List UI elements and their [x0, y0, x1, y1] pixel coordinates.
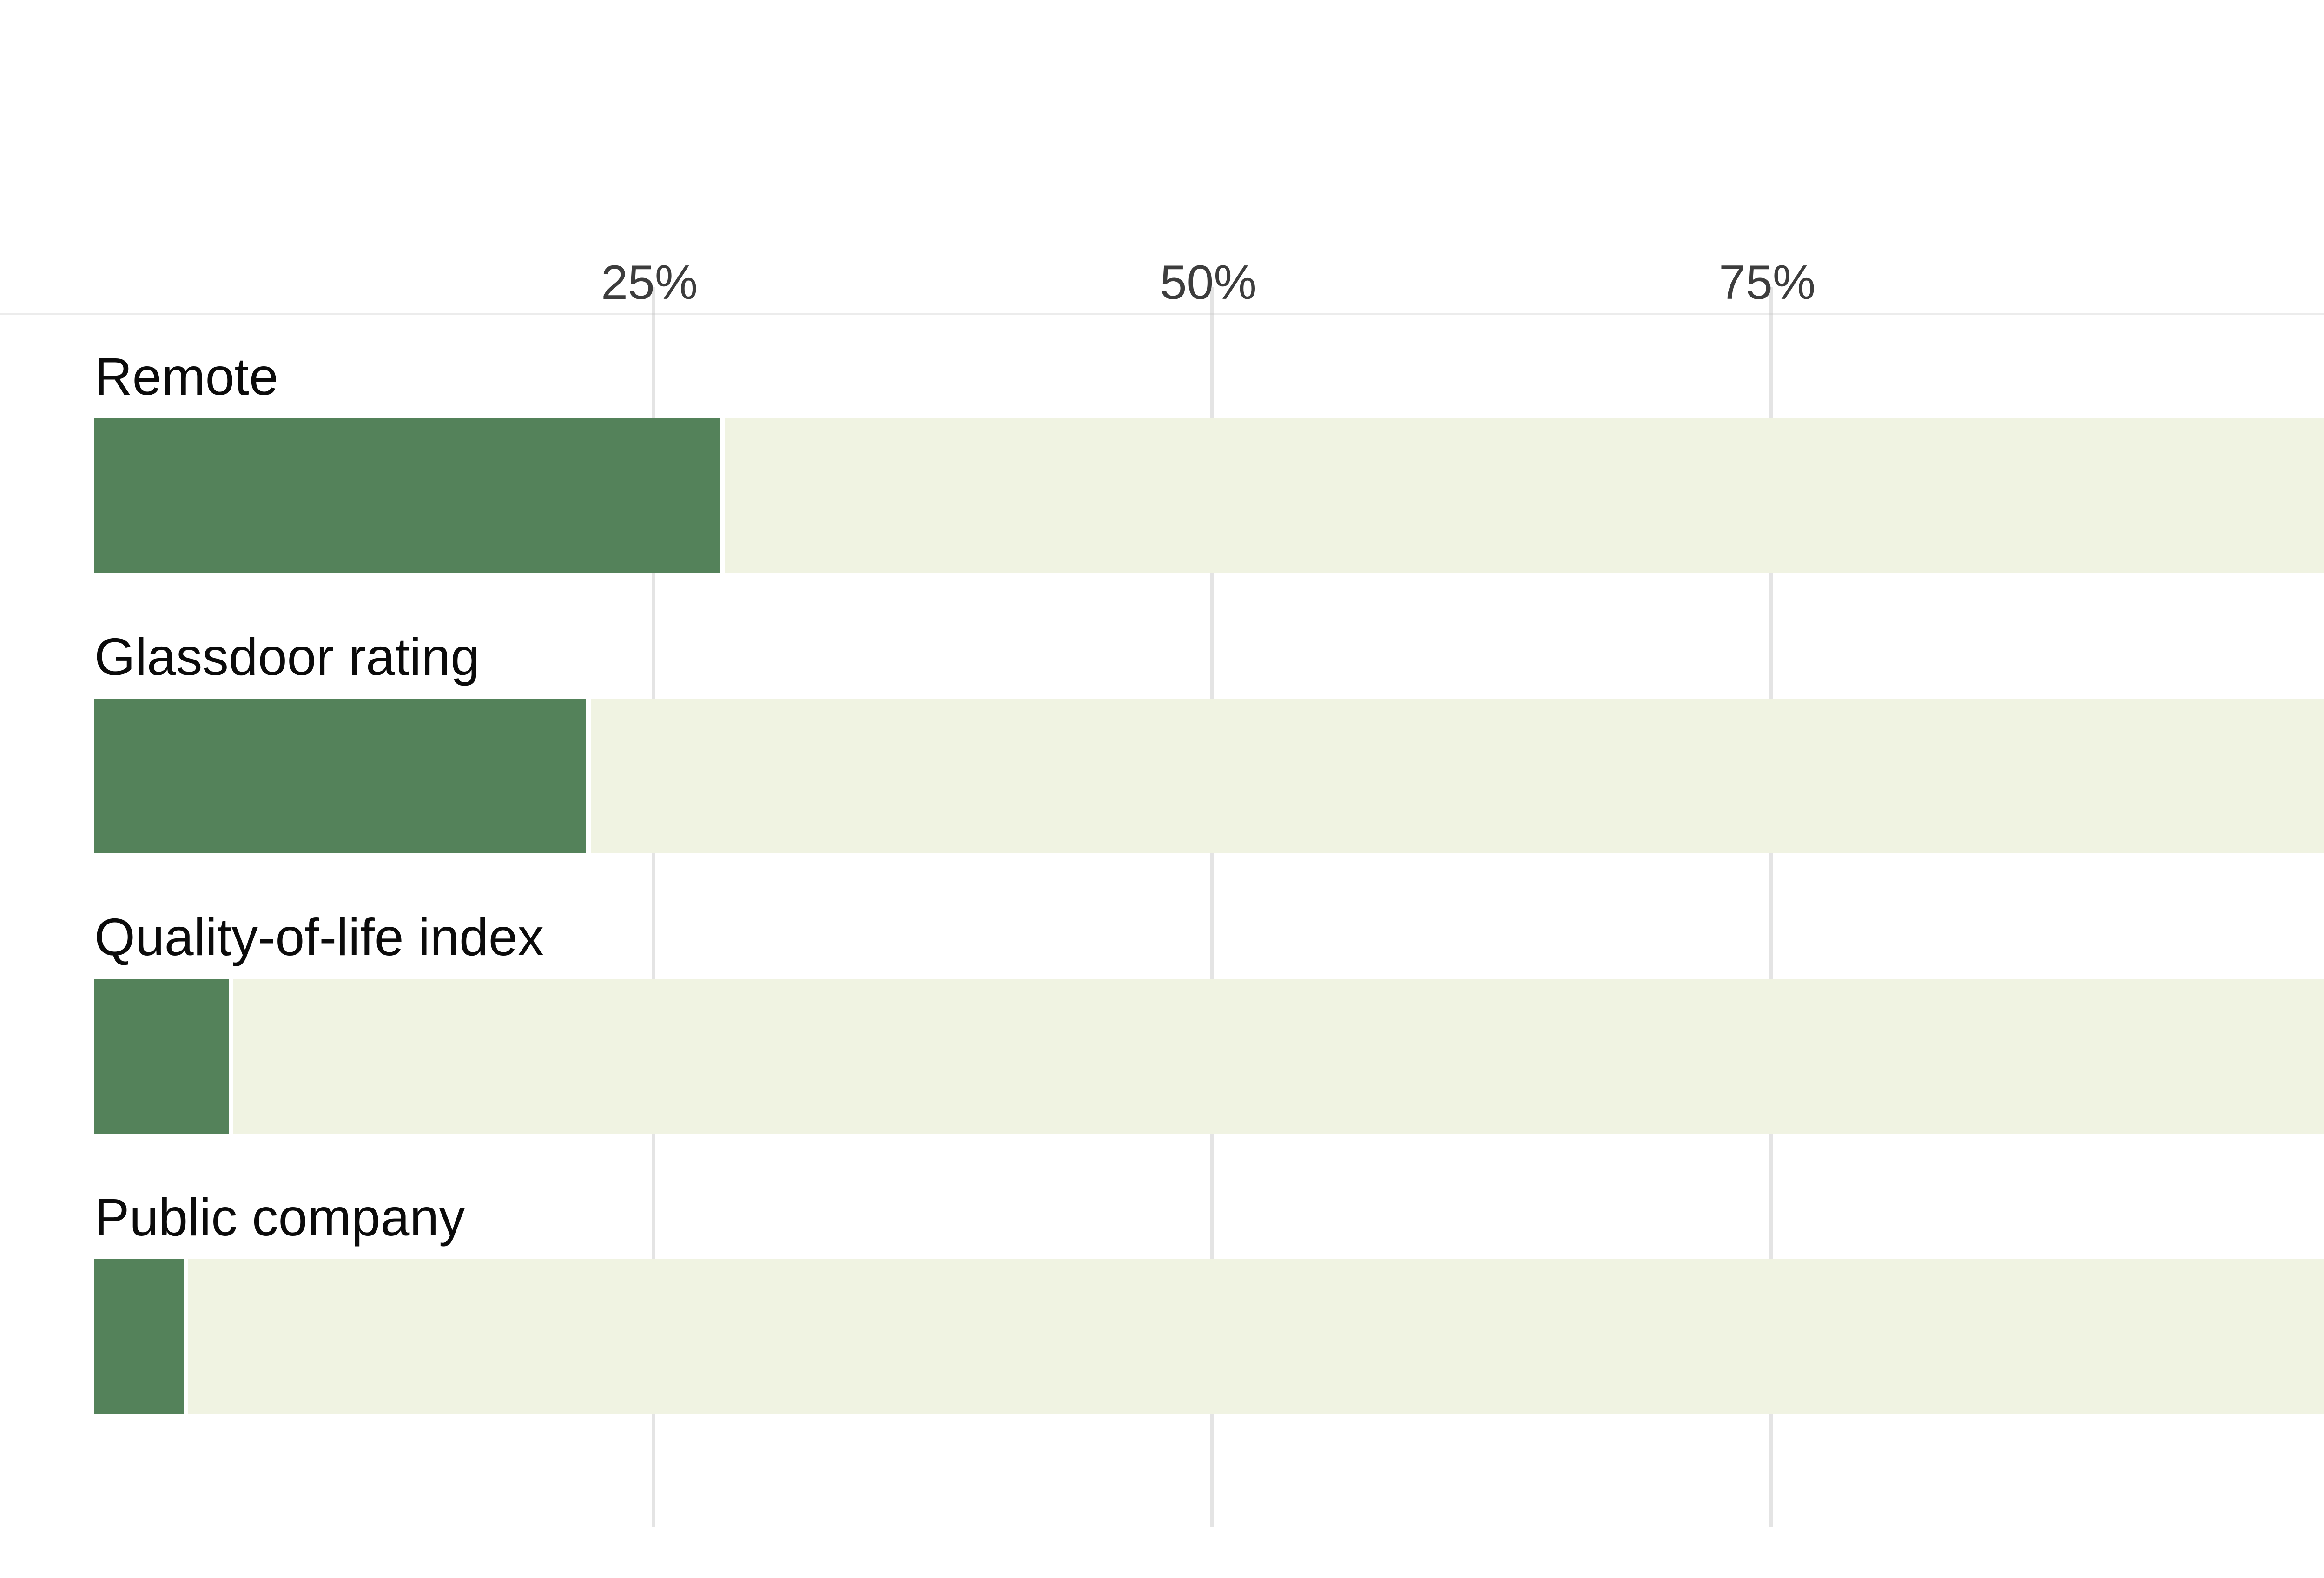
bar-track — [94, 979, 2324, 1134]
category-label: Remote — [94, 347, 278, 406]
gridline-50 — [1210, 287, 1214, 1527]
x-axis-line — [0, 313, 2324, 315]
bar-track — [94, 418, 2324, 573]
bar-fill — [94, 699, 591, 853]
category-label: Glassdoor rating — [94, 627, 480, 686]
category-label: Quality-of-life index — [94, 908, 544, 966]
bar-fill — [94, 979, 233, 1134]
x-tick-label-75: 75% — [1719, 256, 1816, 310]
bar-track — [94, 1259, 2324, 1414]
bar-fill — [94, 1259, 189, 1414]
category-label: Public company — [94, 1188, 465, 1247]
gridline-25 — [651, 287, 655, 1527]
bar-fill — [94, 418, 725, 573]
gridline-75 — [1769, 287, 1773, 1527]
x-tick-label-25: 25% — [601, 256, 698, 310]
x-tick-label-50: 50% — [1160, 256, 1257, 310]
bar-track — [94, 699, 2324, 853]
